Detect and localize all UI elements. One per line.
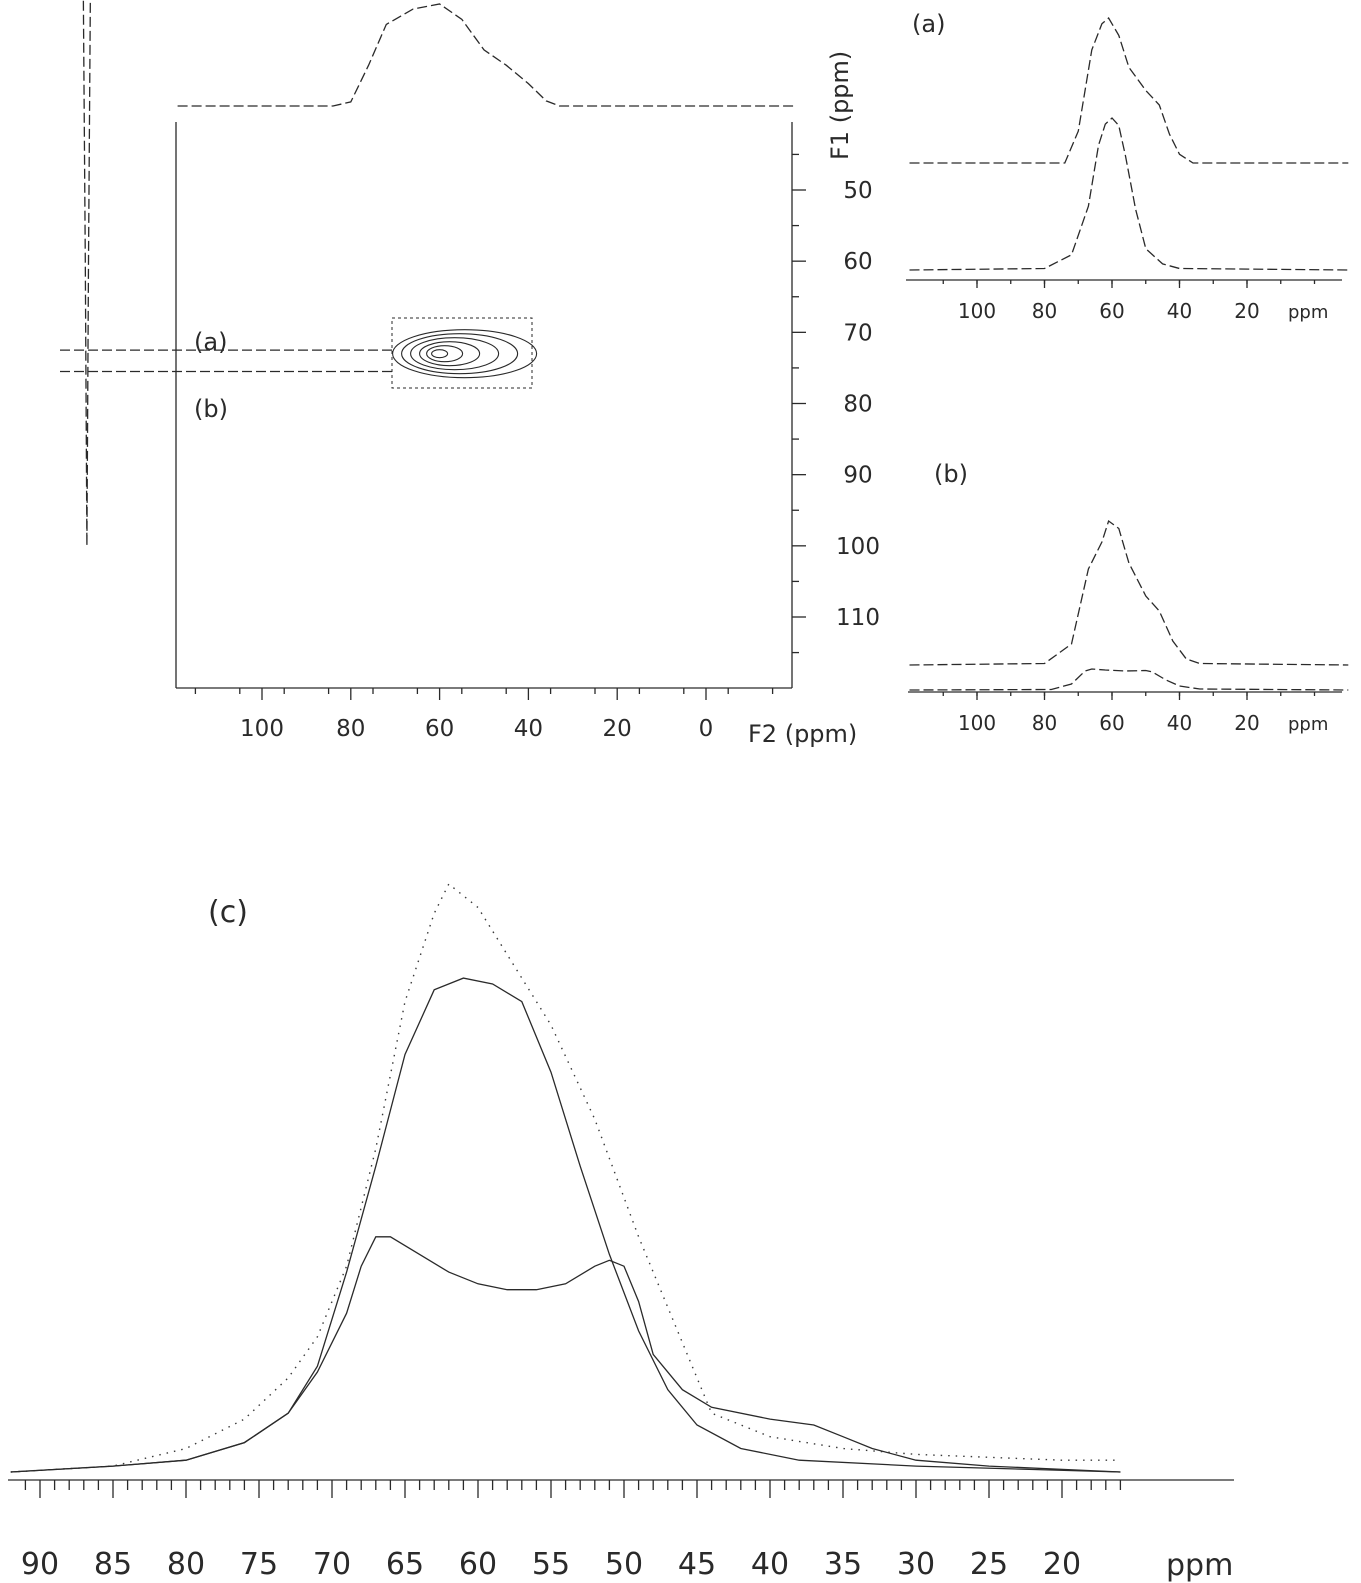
c-tick-label-55: 55: [532, 1547, 570, 1582]
f1-axis-title: F1 (ppm): [826, 51, 854, 160]
panel-a-ticks: [942, 280, 1316, 288]
c-tick-label-20: 20: [1043, 1547, 1081, 1582]
a-series-2: [909, 117, 1349, 271]
b-series-1: [909, 519, 1349, 666]
a-tick-label-20: 20: [1234, 299, 1259, 323]
contour-level-6: [392, 329, 538, 379]
f1-tick-label-110: 110: [836, 605, 880, 631]
f1-axis-tick-labels: 50 60 70 80 90 100 110: [836, 178, 880, 631]
c-tick-label-30: 30: [897, 1547, 935, 1582]
f2-axis-title: F2 (ppm): [748, 720, 857, 748]
panel-b-ppm-label: ppm: [1288, 714, 1328, 735]
panel-c-ticks: [24, 1480, 1122, 1498]
f1-tick-label-60: 60: [843, 249, 872, 275]
f2-tick-label-60: 60: [425, 716, 454, 742]
f2-projection-trace: [177, 3, 795, 107]
c-series-3: [10, 1236, 1121, 1473]
a-tick-label-60: 60: [1099, 299, 1124, 323]
c-tick-label-70: 70: [313, 1547, 351, 1582]
b-tick-label-40: 40: [1167, 711, 1192, 735]
a-tick-label-100: 100: [958, 299, 996, 323]
c-tick-label-35: 35: [824, 1547, 862, 1582]
c-series-1: [10, 882, 1121, 1473]
f1-tick-label-80: 80: [843, 392, 872, 418]
c-tick-label-90: 90: [21, 1547, 59, 1582]
f2-tick-label-100: 100: [240, 716, 284, 742]
f2-tick-label-80: 80: [336, 716, 365, 742]
panel-c-tick-labels: 90 85 80 75 70 65 60 55 50 45 40 35 30 25 20: [21, 1547, 1081, 1582]
panel-a-label: (a): [912, 10, 945, 38]
slice-a-label: (a): [194, 328, 227, 356]
b-series-2: [909, 668, 1349, 691]
panel-b-ticks: [942, 692, 1316, 700]
f1-tick-label-100: 100: [836, 534, 880, 560]
contour-level-4: [410, 337, 500, 371]
b-tick-label-20: 20: [1234, 711, 1259, 735]
panel-2d: 100 80 60 40 20 0 50 60 70 80 90 100 110 F2 (ppm) F…: [60, 0, 880, 748]
a-series-1: [909, 16, 1349, 164]
slice-b-label: (b): [194, 395, 228, 423]
f2-tick-label-40: 40: [514, 716, 543, 742]
panel-c-series: [10, 882, 1121, 1473]
f2-tick-label-20: 20: [603, 716, 632, 742]
f2-axis-ticks: [194, 688, 774, 700]
panel-c-ppm-label: ppm: [1166, 1548, 1233, 1583]
f1-tick-label-50: 50: [843, 178, 872, 204]
f2-tick-label-0: 0: [699, 716, 714, 742]
panel-b-series: [909, 519, 1349, 691]
c-tick-label-25: 25: [970, 1547, 1008, 1582]
a-tick-label-40: 40: [1167, 299, 1192, 323]
f1-tick-label-90: 90: [843, 463, 872, 489]
contour-level-2: [426, 345, 464, 363]
c-tick-label-65: 65: [386, 1547, 424, 1582]
panel-b-label: (b): [934, 460, 968, 488]
contour-level-5: [401, 333, 519, 375]
b-tick-label-80: 80: [1032, 711, 1057, 735]
c-tick-label-60: 60: [459, 1547, 497, 1582]
c-tick-label-80: 80: [167, 1547, 205, 1582]
f1-axis-ticks: [792, 153, 806, 654]
f2-axis-tick-labels: 100 80 60 40 20 0: [240, 716, 713, 742]
c-series-2: [10, 977, 1121, 1473]
panel-a-tick-labels: 100 80 60 40 20: [958, 299, 1260, 323]
panel-a: (a) 100 80 60 40 20 ppm: [906, 10, 1349, 323]
panel-a-ppm-label: ppm: [1288, 302, 1328, 323]
c-tick-label-50: 50: [605, 1547, 643, 1582]
a-tick-label-80: 80: [1032, 299, 1057, 323]
contour-cluster: [391, 317, 538, 389]
panel-b-tick-labels: 100 80 60 40 20: [958, 711, 1260, 735]
contour-level-3: [419, 341, 481, 367]
c-tick-label-85: 85: [94, 1547, 132, 1582]
f1-tick-label-70: 70: [843, 320, 872, 346]
contour-outer-noise: [391, 317, 533, 389]
c-tick-label-45: 45: [678, 1547, 716, 1582]
f1-projection-trace: [82, 0, 91, 546]
b-tick-label-100: 100: [958, 711, 996, 735]
panel-b: (b) 100 80 60 40 20 ppm: [908, 460, 1349, 735]
panel-c-label: (c): [208, 895, 248, 930]
c-tick-label-40: 40: [751, 1547, 789, 1582]
panel-a-series: [909, 16, 1349, 271]
b-tick-label-60: 60: [1099, 711, 1124, 735]
panel-c: (c) 90 85 80 75 70 65 60 55 50 45 40 35 30 25 20 ppm: [8, 882, 1234, 1583]
c-tick-label-75: 75: [240, 1547, 278, 1582]
contour-level-1: [431, 349, 449, 359]
